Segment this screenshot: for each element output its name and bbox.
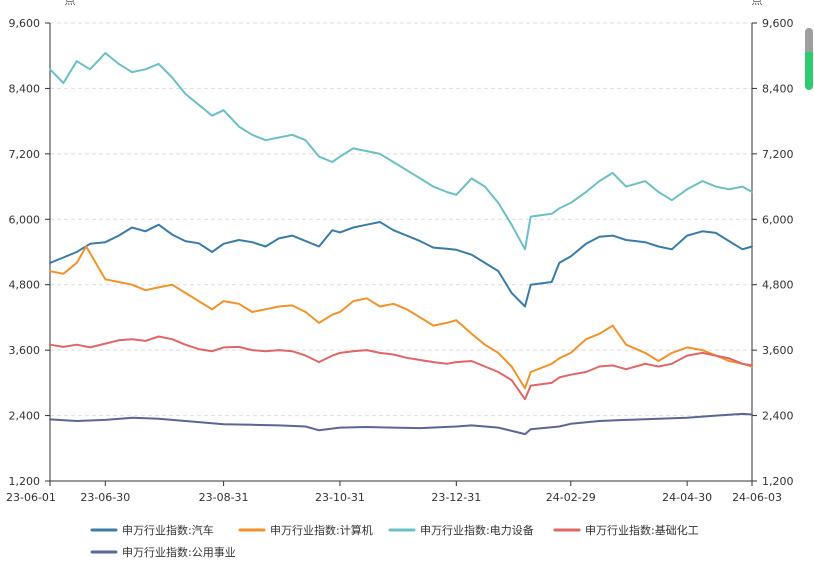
series-lines xyxy=(49,52,753,436)
y-tick-label-right: 6,000 xyxy=(762,213,794,226)
grid-lines xyxy=(50,22,752,417)
y-tick-label-left: 9,600 xyxy=(9,17,41,30)
series-line-1 xyxy=(49,245,753,390)
zoom-scrollbar-thumb[interactable] xyxy=(805,52,813,90)
x-tick-label: 23-06-30 xyxy=(80,491,130,504)
y-tick-label-right: 2,400 xyxy=(762,410,794,423)
y-tick-label-right: 7,200 xyxy=(762,148,794,161)
series-line-2 xyxy=(49,52,753,251)
axes: 1,200 1,200 2,400 2,400 3,600 3,600 4,800 4,800… xyxy=(6,0,794,504)
y-tick-label-left: 8,400 xyxy=(9,82,41,95)
legend-label: 申万行业指数:公用事业 xyxy=(122,545,236,559)
series-line-0 xyxy=(49,221,753,308)
y-tick-label-right: 1,200 xyxy=(762,475,794,488)
y-tick-label-right: 9,600 xyxy=(762,17,794,30)
zoom-scrollbar[interactable] xyxy=(805,28,813,90)
legend-label: 申万行业指数:基础化工 xyxy=(585,523,699,537)
x-tick-label: 24-06-03 xyxy=(732,491,782,504)
x-tick-label: 23-06-01 xyxy=(6,491,56,504)
series-line-3 xyxy=(49,335,753,401)
legend-label: 申万行业指数:电力设备 xyxy=(420,523,534,537)
x-tick-label: 23-10-31 xyxy=(315,491,365,504)
y-axis-unit-left: 点 xyxy=(65,0,76,7)
zoom-scrollbar-handle[interactable] xyxy=(805,28,813,52)
x-tick-label: 24-02-29 xyxy=(546,491,596,504)
y-tick-label-right: 3,600 xyxy=(762,344,794,357)
y-tick-label-right: 4,800 xyxy=(762,279,794,292)
y-tick-label-left: 2,400 xyxy=(9,410,41,423)
legend-label: 申万行业指数:汽车 xyxy=(122,523,214,537)
legend-label: 申万行业指数:计算机 xyxy=(270,523,373,537)
legend: 申万行业指数:汽车 申万行业指数:计算机 申万行业指数:电力设备 申万行业指数:基础化… xyxy=(90,523,699,559)
y-tick-label-left: 1,200 xyxy=(9,475,41,488)
y-axis-unit-right: 点 xyxy=(752,0,763,7)
x-tick-label: 23-08-31 xyxy=(199,491,249,504)
y-tick-label-left: 4,800 xyxy=(9,279,41,292)
x-tick-label: 24-04-30 xyxy=(662,491,712,504)
y-tick-label-left: 6,000 xyxy=(9,213,41,226)
x-tick-label: 23-12-31 xyxy=(431,491,481,504)
y-tick-label-right: 8,400 xyxy=(762,82,794,95)
y-tick-label-left: 7,200 xyxy=(9,148,41,161)
y-tick-label-left: 3,600 xyxy=(9,344,41,357)
series-line-4 xyxy=(49,412,753,436)
